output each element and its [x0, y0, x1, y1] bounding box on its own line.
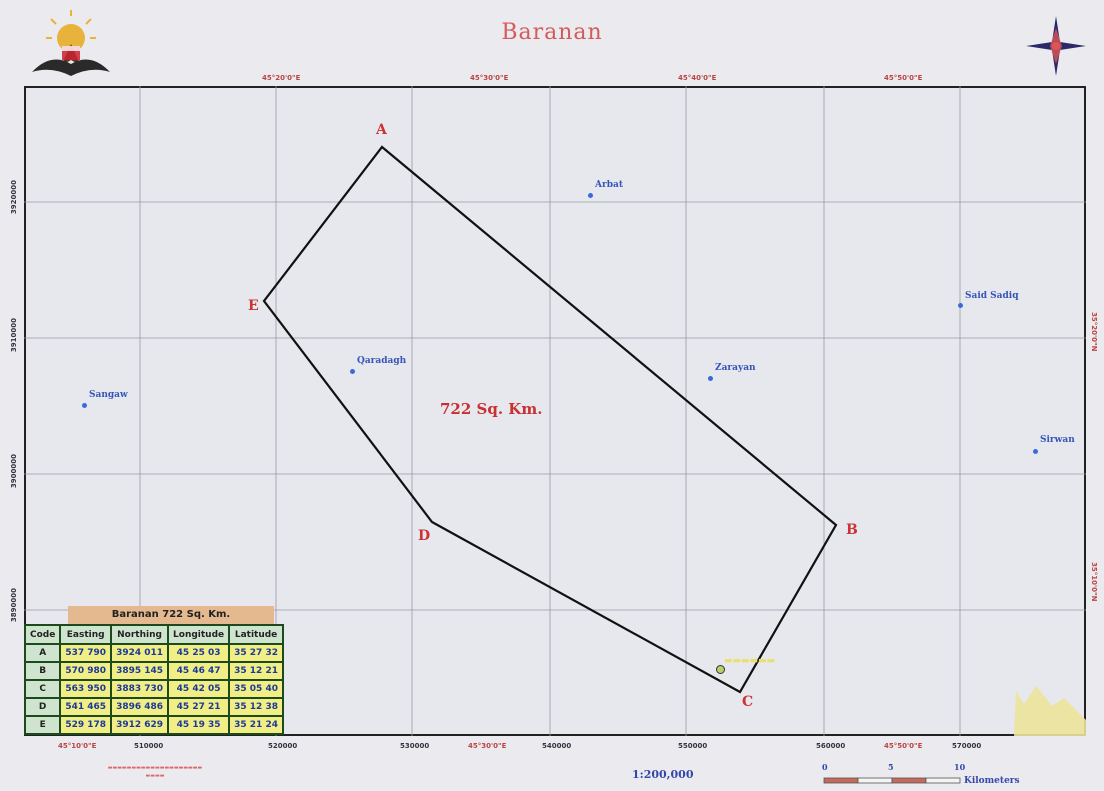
grid-label: 3910000 [10, 318, 18, 353]
table-cell: 45 46 47 [167, 661, 231, 681]
vertex-label-b: B [846, 522, 858, 538]
table-cell: 35 05 40 [228, 679, 284, 699]
town-label: Qaradagh [357, 356, 407, 366]
scalebar-tick-label: 5 [888, 762, 894, 772]
table-row: A 537 790 3924 011 45 25 03 35 27 32 [23, 643, 284, 663]
table-cell: 45 19 35 [167, 715, 231, 735]
town-label: Sangaw [89, 390, 128, 400]
scalebar-tick-label: 0 [822, 762, 828, 772]
table-cell: D [23, 697, 62, 717]
graticule-label: 45°20'0"E [262, 74, 301, 82]
vertex-label-d: D [418, 528, 431, 544]
table-cell: 529 178 [59, 715, 113, 735]
graticule-label: 45°50'0"E [884, 74, 923, 82]
graticule-label: 45°30'0"E [470, 74, 509, 82]
scalebar [823, 777, 961, 784]
graticule-label: 45°10'0"E [58, 742, 97, 750]
table-cell: 541 465 [59, 697, 113, 717]
coordinates-table: Code Easting Northing Longitude Latitude… [23, 624, 284, 735]
point-marker-icon [716, 665, 725, 674]
grid-label: 550000 [678, 742, 708, 750]
town-marker [708, 376, 713, 381]
grid-label: 530000 [400, 742, 430, 750]
table-cell: 35 12 21 [228, 661, 284, 681]
table-row: D 541 465 3896 486 45 27 21 35 12 38 [23, 697, 284, 717]
town-label: Arbat [595, 180, 624, 190]
graticule-label: 45°30'0"E [468, 742, 507, 750]
terrain-patch [1014, 686, 1086, 736]
table-cell: 537 790 [59, 643, 113, 663]
table-title: Baranan 722 Sq. Km. [68, 606, 274, 624]
grid-label: 3920000 [10, 180, 18, 215]
kurdistan-emblem-icon [32, 10, 110, 76]
graticule-label: 45°50'0"E [884, 742, 923, 750]
table-cell: 3924 011 [110, 643, 170, 663]
grid-label: 560000 [816, 742, 846, 750]
town-marker [350, 369, 355, 374]
table-header: Easting [59, 624, 113, 645]
graticule-label: 35°10'0"N [1090, 562, 1098, 602]
table-header: Code [23, 624, 62, 645]
table-cell: 35 21 24 [228, 715, 284, 735]
map-title: Baranan [501, 20, 603, 45]
grid-label: 3900000 [10, 454, 18, 489]
north-arrow-compass-icon [1026, 16, 1086, 76]
table-cell: E [23, 715, 62, 735]
scalebar-tick-label: 10 [954, 762, 966, 772]
table-cell: 35 27 32 [228, 643, 284, 663]
town-marker [588, 193, 593, 198]
vertex-label-c: C [742, 694, 754, 710]
grid-label: 3890000 [10, 588, 18, 623]
graticule-label: 35°20'0"N [1090, 312, 1098, 352]
table-row: E 529 178 3912 629 45 19 35 35 21 24 [23, 715, 284, 735]
table-cell: 35 12 38 [228, 697, 284, 717]
table-row: C 563 950 3883 730 45 42 05 35 05 40 [23, 679, 284, 699]
table-cell: 3896 486 [110, 697, 170, 717]
table-cell: 3883 730 [110, 679, 170, 699]
table-header: Latitude [228, 624, 284, 645]
table-cell: 45 42 05 [167, 679, 231, 699]
table-cell: 570 980 [59, 661, 113, 681]
table-header: Northing [110, 624, 170, 645]
table-cell: A [23, 643, 62, 663]
grid-label: 510000 [134, 742, 164, 750]
table-cell: 45 27 21 [167, 697, 231, 717]
table-cell: C [23, 679, 62, 699]
table-cell: 3912 629 [110, 715, 170, 735]
table-cell: 3895 145 [110, 661, 170, 681]
scalebar-unit: Kilometers [964, 776, 1020, 786]
town-label: Said Sadiq [965, 291, 1019, 301]
scale-text: 1:200,000 [632, 768, 694, 781]
grid-label: 520000 [268, 742, 298, 750]
grid-label: 570000 [952, 742, 982, 750]
table-cell: 563 950 [59, 679, 113, 699]
grid-label: 540000 [542, 742, 572, 750]
table-cell: 45 25 03 [167, 643, 231, 663]
vertex-label-a: A [376, 122, 387, 138]
table-header-row: Code Easting Northing Longitude Latitude [23, 624, 284, 645]
vertex-label-e: E [248, 298, 259, 314]
footnote: ▬▬▬▬▬▬▬▬▬▬▬▬▬▬▬▬▬▬▬▬ ▬▬▬▬ [107, 765, 203, 779]
marker-label: ▬▬▬▬▬▬ [724, 656, 776, 666]
town-label: Zarayan [715, 363, 756, 373]
table-header: Longitude [167, 624, 231, 645]
graticule-label: 45°40'0"E [678, 74, 717, 82]
table-row: B 570 980 3895 145 45 46 47 35 12 21 [23, 661, 284, 681]
town-marker [1033, 449, 1038, 454]
town-marker [958, 303, 963, 308]
area-label: 722 Sq. Km. [440, 400, 543, 418]
town-label: Sirwan [1040, 435, 1075, 445]
concession-boundary [262, 145, 838, 694]
table-cell: B [23, 661, 62, 681]
town-marker [82, 403, 87, 408]
map-canvas [24, 86, 1086, 736]
